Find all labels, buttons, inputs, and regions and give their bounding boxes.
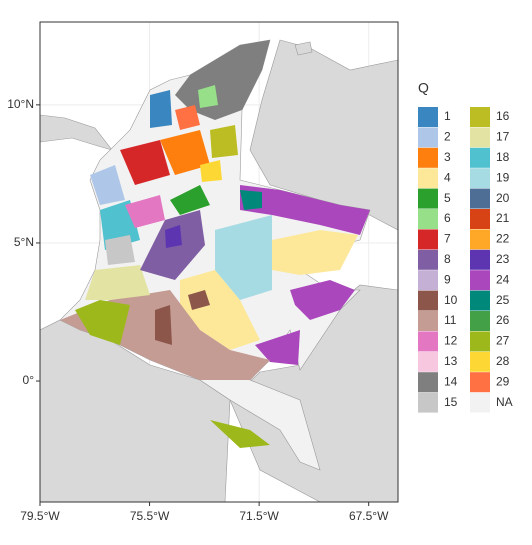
region [165, 225, 182, 248]
legend-swatch [470, 311, 490, 331]
legend-swatch [470, 168, 490, 189]
island [294, 41, 313, 56]
legend-swatch [470, 229, 490, 250]
legend-label: 8 [444, 252, 451, 266]
panel-border [39, 21, 399, 503]
region [272, 230, 358, 275]
region [215, 215, 272, 300]
legend-swatch [470, 290, 490, 311]
legend-swatch [418, 107, 438, 127]
region [175, 40, 270, 120]
region [170, 185, 210, 215]
legend-label: 11 [444, 313, 457, 327]
legend-label: 25 [496, 293, 510, 307]
legend-swatch [418, 209, 438, 229]
legend-label: 22 [496, 232, 510, 246]
x-tick-label: 79.5°W [20, 509, 60, 523]
legend-label: 9 [444, 272, 451, 286]
region [90, 165, 125, 205]
legend-swatch [470, 392, 490, 413]
legend-swatch [418, 290, 438, 311]
legend-swatch [418, 351, 438, 372]
legend-swatch [418, 168, 438, 189]
legend-label: 1 [444, 109, 451, 123]
region [290, 280, 355, 320]
legend-swatch [418, 270, 438, 291]
legend-swatch [470, 188, 490, 209]
legend-label: 6 [444, 211, 451, 225]
legend-label: 15 [444, 395, 458, 409]
legend-label: 24 [496, 272, 510, 286]
region [125, 195, 165, 228]
region [150, 90, 172, 128]
legend-swatch [418, 392, 438, 413]
legend-label: 7 [444, 232, 451, 246]
legend-swatch [470, 249, 490, 270]
legend-swatch [470, 351, 490, 372]
legend-label: 5 [444, 191, 451, 205]
legend-label: 10 [444, 293, 458, 307]
neighbor-land [229, 284, 398, 502]
legend-label: 3 [444, 150, 451, 164]
y-tick-label: 0° [23, 373, 35, 387]
legend-label: 18 [496, 150, 510, 164]
legend-label: 16 [496, 109, 510, 123]
legend-title: Q [418, 80, 429, 96]
legend-label: 23 [496, 252, 510, 266]
x-tick-label: 71.5°W [239, 509, 279, 523]
region [160, 130, 210, 175]
region [188, 290, 210, 310]
legend-label: 19 [496, 170, 510, 184]
x-tick-label: 75.5°W [130, 509, 170, 523]
region [240, 190, 262, 210]
region [105, 235, 135, 265]
legend-label: 13 [444, 354, 458, 368]
y-tick-label: 5°N [14, 235, 34, 249]
x-tick-label: 67.5°W [349, 509, 389, 523]
region [240, 185, 370, 235]
region [175, 105, 200, 130]
legend-swatch [470, 372, 490, 393]
legend-label: 4 [444, 170, 451, 184]
legend-label: 17 [496, 130, 510, 144]
legend-swatch [470, 127, 490, 148]
legend-label: 29 [496, 374, 510, 388]
map-layer [40, 39, 398, 502]
legend-swatch [418, 127, 438, 148]
legend-swatch [418, 249, 438, 270]
legend-swatch [418, 229, 438, 250]
legend-swatch [470, 331, 490, 352]
legend-swatch [470, 209, 490, 229]
neighbor-land [40, 114, 113, 151]
region [255, 330, 300, 365]
region [200, 160, 222, 182]
region [120, 140, 170, 185]
region [210, 125, 238, 158]
legend-swatch [470, 147, 490, 168]
legend-swatch [418, 188, 438, 209]
legend-label: 26 [496, 313, 510, 327]
region [198, 85, 218, 108]
legend-label: 28 [496, 354, 510, 368]
legend-label: 2 [444, 130, 451, 144]
legend-label: 27 [496, 334, 510, 348]
legend-swatch [418, 331, 438, 352]
legend-swatch [418, 147, 438, 168]
region [210, 420, 270, 448]
region [155, 305, 172, 345]
region [75, 300, 130, 345]
region [85, 265, 150, 300]
legend-label: NA [496, 395, 513, 409]
legend-swatch [418, 372, 438, 393]
legend-swatch [418, 311, 438, 331]
legend-label: 20 [496, 191, 510, 205]
legend-swatch [470, 270, 490, 291]
legend-swatch [470, 107, 490, 127]
legend-label: 21 [496, 211, 510, 225]
legend-label: 14 [444, 374, 458, 388]
legend-label: 12 [444, 334, 458, 348]
y-tick-label: 10°N [7, 97, 34, 111]
